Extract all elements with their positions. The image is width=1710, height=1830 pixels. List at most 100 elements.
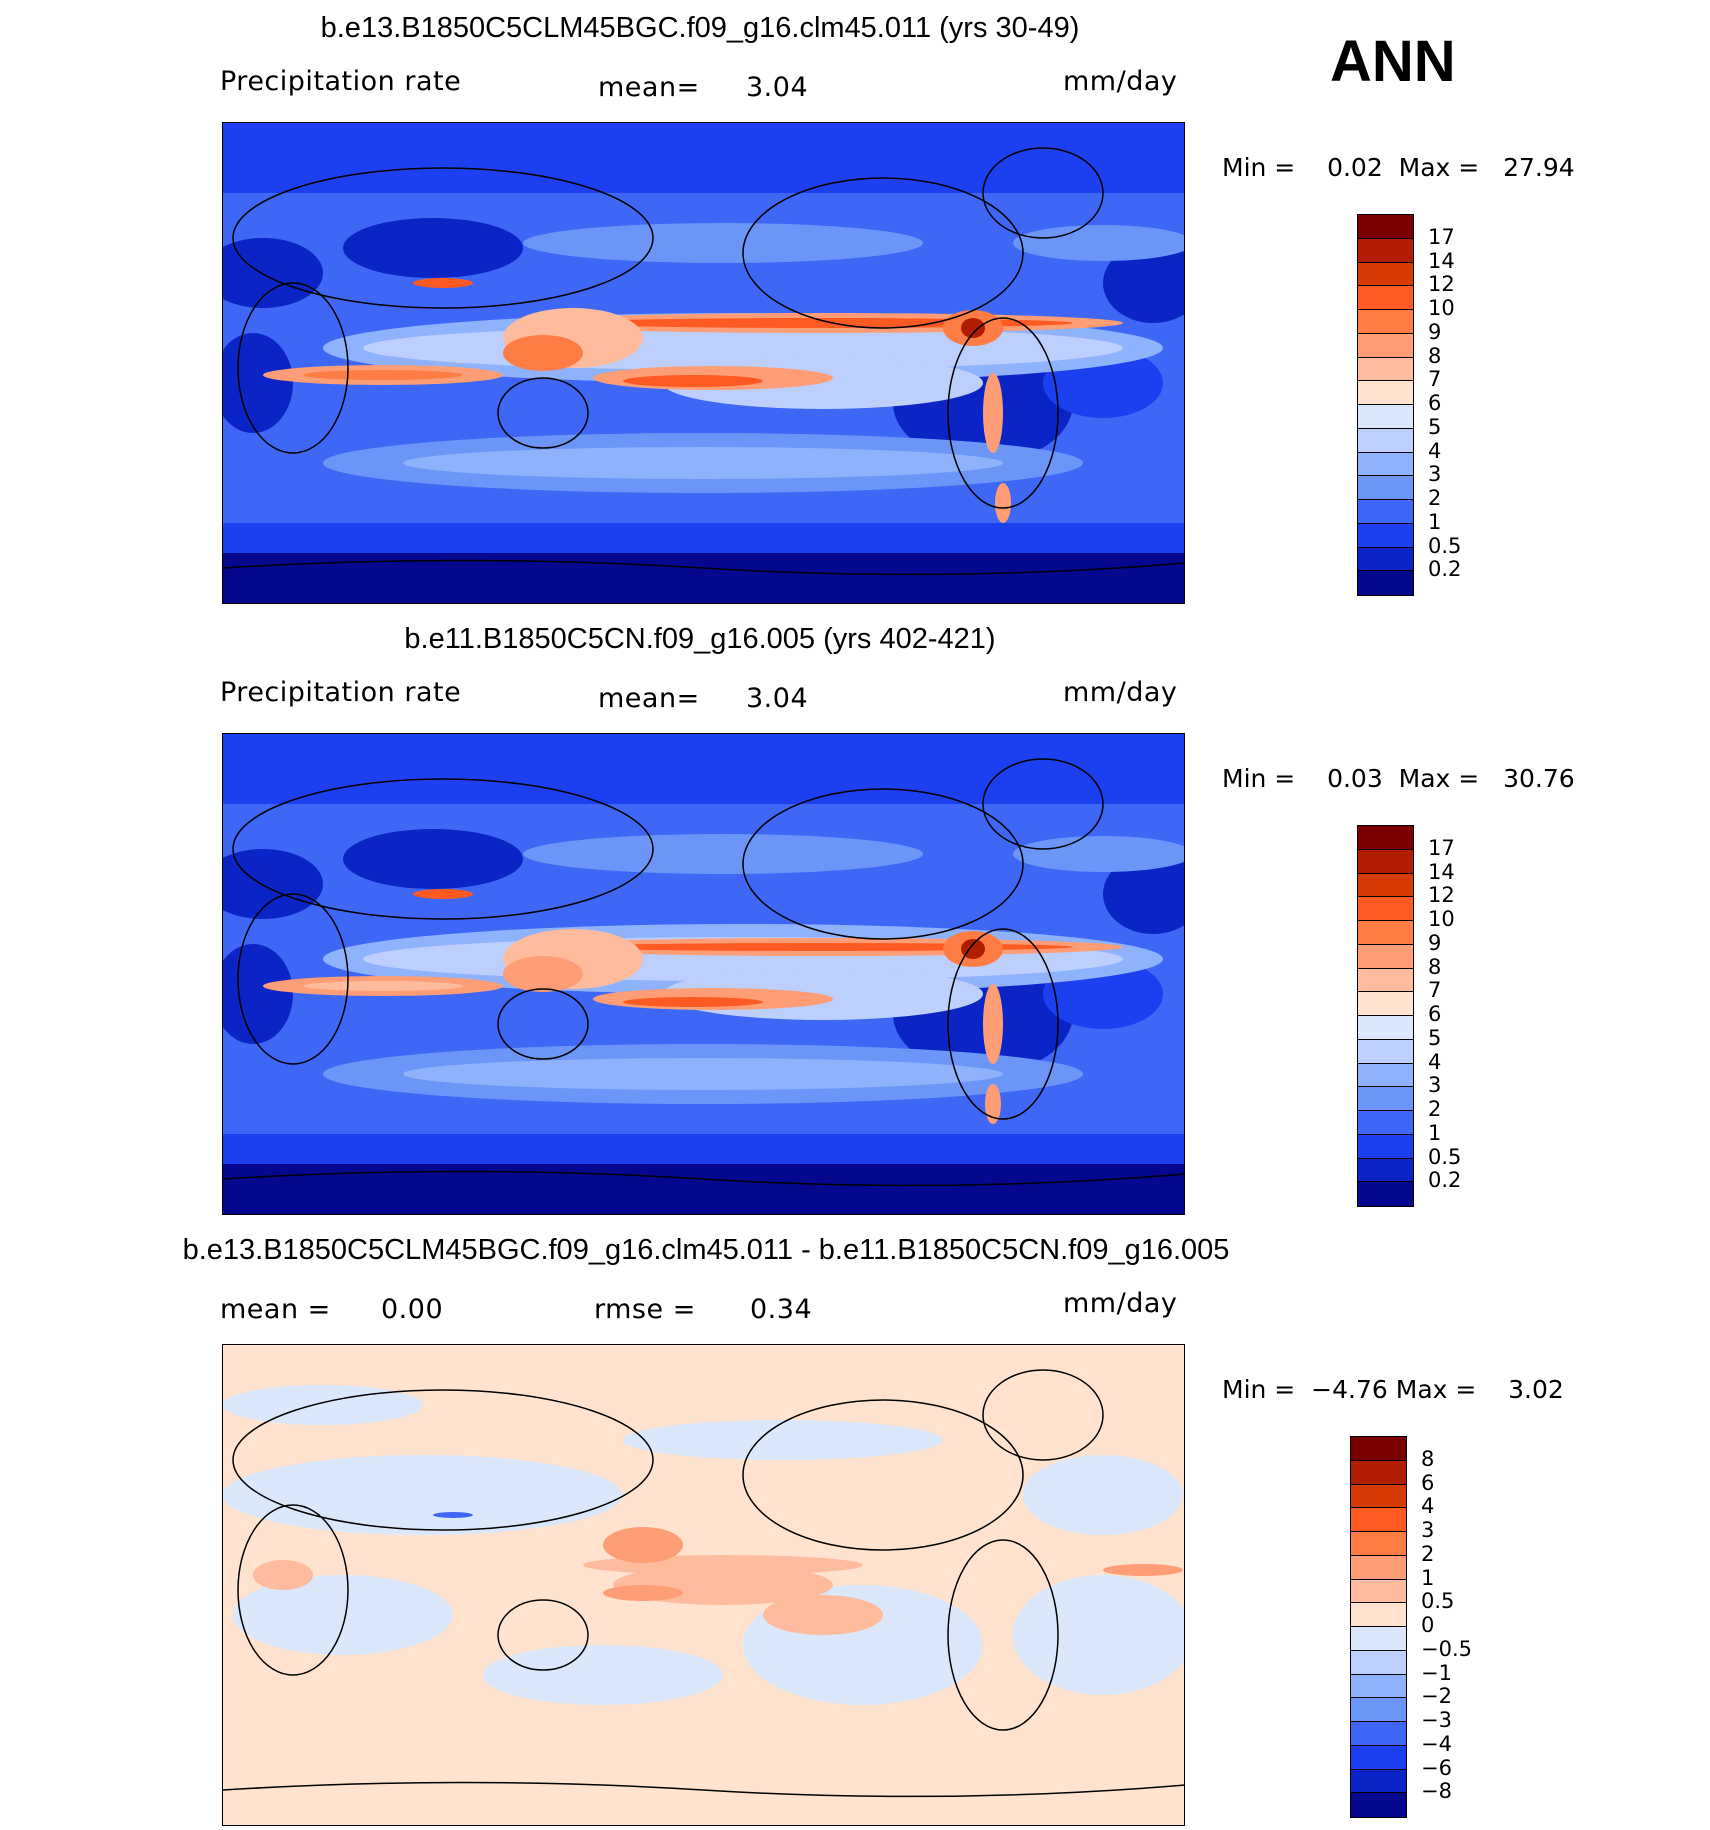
colorbar-label: −3	[1421, 1708, 1452, 1732]
colorbar-label: −0.5	[1421, 1636, 1472, 1661]
colorbar-swatch	[1351, 1650, 1406, 1675]
colorbar-label: 10	[1428, 296, 1455, 320]
colorbar-label: 0.5	[1428, 1144, 1462, 1169]
panel3-title: b.e13.B1850C5CLM45BGC.f09_g16.clm45.011 …	[182, 1234, 1230, 1266]
colorbar-swatch	[1358, 523, 1413, 548]
panel3-rmse-label: rmse =	[594, 1294, 696, 1325]
colorbar-swatch	[1351, 1769, 1406, 1794]
colorbar-swatch	[1358, 310, 1413, 334]
colorbar-label: 0.5	[1428, 533, 1462, 558]
panel1-units: mm/day	[1063, 66, 1178, 97]
colorbar-label: 7	[1428, 978, 1442, 1003]
panel2-units: mm/day	[1063, 677, 1178, 708]
panel3-min-label: Min =	[1222, 1375, 1296, 1404]
colorbar-label: 7	[1428, 367, 1442, 392]
season-label: ANN	[1330, 29, 1456, 94]
panel2-min-value: 0.03	[1327, 764, 1383, 793]
colorbar-swatch	[1358, 1016, 1413, 1040]
colorbar-label: 5	[1428, 1025, 1442, 1050]
panel1-min-label: Min =	[1222, 153, 1296, 182]
panel3-mean-value: 0.00	[381, 1294, 444, 1325]
colorbar-label: 4	[1428, 1049, 1442, 1074]
colorbar-label: 9	[1428, 319, 1442, 344]
colorbar-label: 3	[1428, 462, 1442, 487]
colorbar-swatch	[1358, 357, 1413, 382]
colorbar-label: 17	[1428, 835, 1455, 860]
colorbar-swatch	[1351, 1508, 1406, 1532]
colorbar-swatch	[1358, 405, 1413, 429]
colorbar-swatch	[1351, 1460, 1406, 1485]
colorbar-swatch	[1351, 1579, 1406, 1604]
colorbar-label: 2	[1428, 486, 1442, 510]
colorbar-swatch	[1358, 333, 1413, 358]
colorbar-swatch	[1351, 1793, 1406, 1817]
colorbar-swatch	[1358, 826, 1413, 850]
colorbar-swatch	[1351, 1722, 1406, 1746]
colorbar-label: 14	[1428, 248, 1455, 273]
colorbar-swatch	[1358, 476, 1413, 500]
panel2-precip-map	[222, 733, 1185, 1215]
panel2-title: b.e11.B1850C5CN.f09_g16.005 (yrs 402-421…	[404, 623, 996, 655]
colorbar-swatch	[1358, 1111, 1413, 1135]
panel3-max-label: Max =	[1395, 1375, 1477, 1404]
panel3-difference-map	[222, 1344, 1185, 1826]
panel1-mean-value: 3.04	[746, 72, 809, 103]
panel1-max-value: 27.94	[1503, 153, 1575, 182]
colorbar-label: −8	[1421, 1779, 1452, 1804]
colorbar-swatch	[1351, 1437, 1406, 1461]
colorbar-swatch	[1358, 262, 1413, 287]
colorbar-label: 3	[1428, 1073, 1442, 1098]
colorbar-label: 6	[1428, 1002, 1442, 1026]
colorbar-label: 0.2	[1428, 1168, 1462, 1193]
colorbar-label: 2	[1421, 1541, 1435, 1566]
colorbar-swatch	[1358, 992, 1413, 1016]
colorbar-label: 8	[1428, 343, 1442, 368]
colorbar-swatch	[1358, 215, 1413, 239]
panel2-mean-value: 3.04	[746, 683, 809, 714]
colorbar-label: 4	[1428, 438, 1442, 463]
colorbar-swatch	[1358, 547, 1413, 572]
colorbar-swatch	[1358, 849, 1413, 874]
colorbar-swatch	[1358, 1182, 1413, 1206]
colorbar-label: −4	[1421, 1731, 1452, 1756]
panel3-colorbar	[1350, 1436, 1407, 1818]
panel1-min-value: 0.02	[1327, 153, 1383, 182]
colorbar-label: 12	[1428, 272, 1455, 297]
colorbar-swatch	[1358, 897, 1413, 921]
panel3-min-value: −4.76	[1311, 1375, 1388, 1404]
colorbar-swatch	[1358, 944, 1413, 969]
colorbar-label: 0.2	[1428, 557, 1462, 582]
colorbar-swatch	[1358, 1134, 1413, 1159]
colorbar-label: 12	[1428, 883, 1455, 908]
colorbar-label: 6	[1428, 391, 1442, 415]
colorbar-label: 8	[1428, 954, 1442, 979]
colorbar-label: 17	[1428, 224, 1455, 249]
colorbar-label: 1	[1428, 1120, 1442, 1145]
colorbar-swatch	[1358, 921, 1413, 945]
colorbar-swatch	[1351, 1603, 1406, 1627]
panel1-colorbar	[1357, 214, 1414, 596]
panel1-title: b.e13.B1850C5CLM45BGC.f09_g16.clm45.011 …	[320, 12, 1080, 44]
panel3-minmax: Min = −4.76 Max = 3.02	[1222, 1375, 1564, 1404]
colorbar-swatch	[1358, 500, 1413, 524]
colorbar-swatch	[1351, 1674, 1406, 1699]
colorbar-label: 6	[1421, 1470, 1435, 1495]
colorbar-swatch	[1358, 571, 1413, 595]
panel3-rmse-value: 0.34	[750, 1294, 813, 1325]
panel3-mean-label: mean =	[220, 1294, 331, 1325]
colorbar-label: 1	[1428, 509, 1442, 534]
colorbar-label: 4	[1421, 1494, 1435, 1519]
colorbar-swatch	[1351, 1745, 1406, 1770]
colorbar-label: 14	[1428, 859, 1455, 884]
colorbar-label: 3	[1421, 1518, 1435, 1542]
colorbar-label: 2	[1428, 1097, 1442, 1121]
colorbar-label: 0	[1421, 1613, 1435, 1637]
panel2-max-label: Max =	[1398, 764, 1480, 793]
colorbar-label: 5	[1428, 414, 1442, 439]
colorbar-swatch	[1351, 1532, 1406, 1556]
colorbar-label: 1	[1421, 1565, 1435, 1590]
panel2-mean-label: mean=	[598, 683, 700, 714]
colorbar-swatch	[1358, 1087, 1413, 1111]
colorbar-label: −2	[1421, 1684, 1452, 1709]
panel2-colorbar	[1357, 825, 1414, 1207]
